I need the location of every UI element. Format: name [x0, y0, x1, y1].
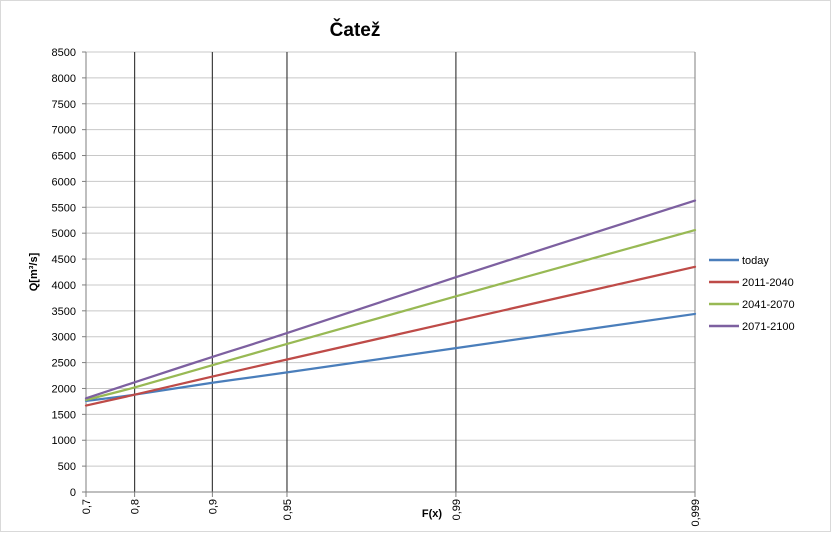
y-tick-label: 7000: [52, 125, 76, 137]
series-line-2071-2100: [84, 199, 697, 400]
y-tick-label: 1500: [52, 409, 76, 421]
y-tick-label: 8500: [52, 47, 76, 59]
y-tick-label: 4000: [52, 280, 76, 292]
x-axis-title: F(x): [422, 508, 443, 520]
x-tick-label: 0,8: [130, 499, 142, 514]
y-tick-label: 0: [70, 487, 76, 499]
series-line-today: [84, 312, 697, 403]
y-tick-label: 5000: [52, 228, 76, 240]
axes: 0 500 1000 1500 2000 2500 3000 3500 4000 4500 5000…: [52, 47, 702, 527]
legend: today 2011-2040 2041-2070 2071-2100: [709, 255, 795, 333]
x-tick-label: 0,9: [207, 499, 219, 514]
legend-label: today: [742, 255, 769, 267]
chart-title: Čatež: [330, 19, 381, 41]
x-tick-label: 0,999: [690, 499, 702, 527]
legend-label: 2041-2070: [742, 299, 795, 311]
y-tick-label: 500: [58, 461, 76, 473]
series-line-2041-2070: [84, 228, 697, 401]
y-tick-label: 5500: [52, 202, 76, 214]
legend-label: 2011-2040: [742, 277, 794, 289]
y-tick-label: 3000: [52, 332, 76, 344]
y-tick-label: 7500: [52, 99, 76, 111]
y-tick-label: 4500: [52, 254, 76, 266]
y-tick-label: 6000: [52, 176, 76, 188]
legend-label: 2071-2100: [742, 321, 795, 333]
y-tick-label: 1000: [52, 435, 76, 447]
y-tick-label: 6500: [52, 151, 76, 163]
x-tick-label: 0,99: [451, 499, 463, 520]
y-axis-title: Q[m³/s]: [28, 252, 40, 291]
grid: [86, 51, 695, 492]
x-tick-label: 0,95: [282, 499, 294, 520]
y-tick-label: 2500: [52, 358, 76, 370]
y-tick-label: 2000: [52, 383, 76, 395]
series-lines: [84, 199, 697, 407]
y-tick-label: 3500: [52, 306, 76, 318]
y-tick-label: 8000: [52, 73, 76, 85]
series-line-2011-2040: [84, 265, 697, 407]
x-tick-label: 0,7: [81, 499, 93, 514]
